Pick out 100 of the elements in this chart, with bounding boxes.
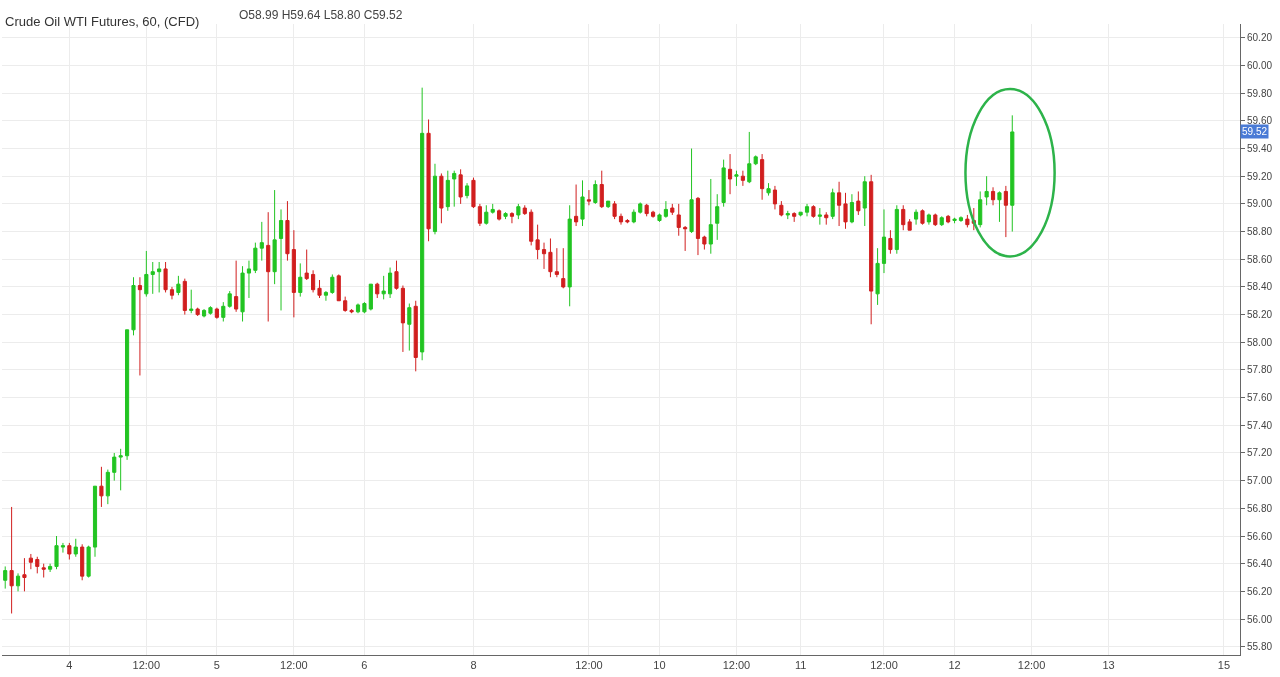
candlestick (618, 213, 624, 226)
candlestick (509, 213, 515, 224)
candlestick (567, 204, 572, 307)
y-tick-label: 58.20 (1247, 309, 1273, 321)
candlestick (362, 301, 367, 314)
candlestick (734, 170, 739, 187)
candlestick (477, 203, 482, 227)
candlestick (112, 452, 117, 482)
candlestick (946, 214, 951, 224)
candlestick (311, 269, 316, 293)
candlestick (304, 249, 309, 281)
candlestick (952, 217, 957, 224)
candlestick (285, 200, 290, 262)
candlestick (708, 178, 713, 255)
y-tick-label: 57.00 (1247, 475, 1273, 487)
candlestick (740, 170, 745, 187)
candlestick (804, 203, 810, 217)
candlestick (330, 273, 335, 295)
y-tick-label: 60.00 (1247, 60, 1273, 72)
candlestick (86, 545, 91, 579)
candlestick (907, 218, 912, 231)
candlestick (413, 300, 418, 372)
y-tick-label: 57.60 (1247, 392, 1273, 404)
candlestick (997, 190, 1002, 223)
candlestick (1003, 185, 1008, 238)
x-tick-label: 4 (66, 659, 73, 672)
candlestick (926, 213, 931, 226)
candlestick (772, 185, 778, 210)
candlestick (3, 565, 8, 590)
candlestick (535, 224, 540, 260)
candlestick (529, 208, 534, 246)
candlestick (554, 247, 559, 278)
candlestick (811, 204, 816, 219)
candlestick (253, 242, 258, 274)
candlestick (118, 448, 123, 491)
candlestick (105, 469, 110, 505)
candlestick (163, 261, 168, 293)
candlestick (721, 159, 726, 208)
candlestick (958, 215, 964, 221)
candlestick (214, 307, 219, 320)
candlestick (54, 535, 59, 570)
candlestick (612, 200, 617, 220)
candlestick (766, 182, 771, 197)
y-tick-label: 57.80 (1247, 364, 1273, 376)
candlestick (888, 229, 893, 255)
candlestick (439, 172, 444, 224)
candlestick (22, 557, 27, 592)
candlestick (9, 506, 14, 614)
candlestick (978, 190, 983, 228)
candlestick (323, 290, 328, 302)
candlestick (80, 543, 85, 581)
candlestick (317, 279, 322, 299)
candlestick (965, 214, 970, 228)
candlestick (15, 572, 21, 592)
candlestick (125, 329, 130, 461)
x-tick-label: 10 (653, 659, 666, 672)
candlestick (599, 170, 604, 209)
x-tick-label: 12 (948, 659, 961, 672)
candlestick (670, 203, 675, 216)
candlestick (266, 211, 271, 323)
candlestick (715, 193, 720, 241)
y-tick-label: 56.20 (1247, 585, 1273, 597)
y-tick-label: 60.20 (1247, 32, 1273, 44)
candlestick (246, 260, 252, 299)
candlestick (760, 153, 765, 201)
candlestick (503, 211, 508, 220)
candlestick (663, 200, 668, 219)
y-tick-label: 57.20 (1247, 447, 1273, 459)
candlestick (278, 208, 284, 311)
candlestick (516, 203, 521, 220)
candlestick (798, 211, 803, 217)
candlestick (894, 204, 899, 255)
candlestick (452, 170, 457, 208)
candlestick (28, 553, 33, 570)
candlestick (355, 303, 361, 314)
x-tick-label: 15 (1217, 659, 1231, 672)
annotation: 59.52 (1242, 126, 1268, 137)
candlestick (157, 261, 162, 293)
candlestick (984, 175, 989, 206)
candlestick (939, 215, 944, 227)
y-tick-label: 58.60 (1247, 253, 1273, 265)
candlestick (792, 213, 797, 223)
y-tick-label: 58.40 (1247, 281, 1273, 293)
candlestick (131, 276, 136, 336)
candlestick (464, 182, 470, 199)
candlestick (561, 247, 566, 289)
candlestick (298, 262, 303, 298)
candlestick (497, 208, 502, 221)
candlestick (420, 87, 425, 361)
candlestick (901, 204, 906, 231)
y-tick-label: 56.00 (1247, 613, 1273, 625)
candlestick (99, 466, 104, 508)
candlestick (638, 202, 643, 215)
candlestick (580, 179, 585, 227)
chart-subtitle: O58.99 H59.64 L58.80 C59.52 (239, 8, 403, 22)
candlestick (182, 278, 187, 316)
x-tick-label: 8 (470, 659, 477, 672)
y-tick-label: 59.80 (1247, 87, 1273, 99)
x-tick-label: 12:00 (870, 659, 898, 672)
candlestick (779, 200, 784, 217)
